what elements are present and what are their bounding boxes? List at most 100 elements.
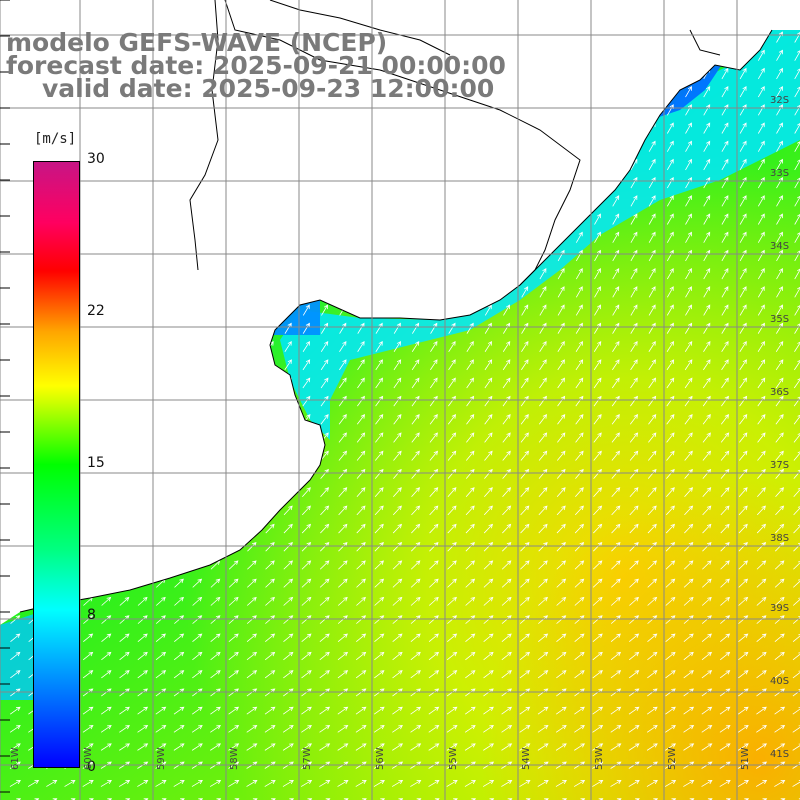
wind-arrow — [593, 450, 602, 461]
wind-arrow — [630, 377, 638, 389]
wind-arrow — [594, 176, 601, 189]
wind-arrow — [484, 322, 492, 334]
wind-arrow — [157, 231, 165, 243]
wind-arrow — [156, 432, 165, 443]
wind-arrow — [702, 414, 711, 425]
wind-arrow — [374, 523, 384, 534]
wind-arrow — [612, 249, 620, 262]
wind-arrow — [11, 432, 20, 443]
wind-arrow — [702, 578, 712, 588]
wind-arrow — [484, 176, 492, 189]
wind-arrow — [283, 651, 294, 661]
wind-arrow — [611, 487, 621, 498]
wind-arrow — [575, 249, 583, 262]
wind-arrow — [283, 596, 294, 606]
wind-arrow — [630, 304, 638, 316]
wind-arrow — [175, 195, 183, 207]
wind-arrow — [648, 31, 656, 43]
wind-arrow — [539, 359, 547, 371]
wind-arrow — [302, 140, 310, 152]
wind-arrow — [557, 85, 565, 98]
wind-arrow — [120, 104, 128, 116]
wind-arrow — [211, 414, 220, 425]
wind-arrow — [283, 487, 293, 498]
wind-arrow — [264, 725, 276, 733]
wind-arrow — [429, 542, 439, 552]
wind-arrow — [757, 450, 766, 461]
wind-arrow — [521, 85, 529, 98]
wind-arrow — [447, 560, 457, 570]
wind-arrow — [702, 432, 711, 443]
wind-arrow — [283, 523, 293, 534]
wind-arrow — [357, 249, 365, 262]
wind-arrow — [739, 359, 747, 371]
wind-arrow — [648, 414, 657, 425]
wind-arrow — [703, 195, 711, 207]
wind-arrow — [721, 231, 729, 243]
wind-arrow — [118, 779, 131, 787]
wind-arrow — [576, 14, 582, 24]
wind-arrow — [157, 340, 165, 352]
wind-arrow — [320, 377, 329, 389]
wind-arrow — [448, 377, 456, 389]
wind-arrow — [248, 286, 256, 298]
wind-arrow — [338, 578, 348, 588]
wind-arrow — [575, 49, 583, 61]
wind-arrow — [248, 231, 256, 243]
wind-arrow — [428, 651, 440, 661]
wind-arrow — [557, 322, 565, 334]
wind-arrow — [321, 140, 328, 152]
wind-arrow — [100, 779, 112, 787]
wind-arrow — [685, 85, 692, 98]
wind-arrow — [556, 468, 566, 479]
wind-arrow — [210, 706, 221, 715]
wind-arrow — [393, 176, 401, 189]
colorbar-tick: 22 — [87, 303, 105, 319]
wind-arrow — [101, 560, 112, 570]
wind-arrow — [793, 450, 800, 461]
wind-arrow — [502, 340, 511, 352]
wind-arrow — [722, 14, 728, 24]
wind-arrow — [265, 505, 275, 516]
wind-arrow — [337, 743, 349, 751]
wind-arrow — [448, 122, 456, 134]
wind-arrow — [701, 596, 712, 606]
wind-arrow — [283, 670, 294, 679]
wind-arrow — [648, 340, 656, 352]
wind-arrow — [319, 651, 330, 661]
wind-arrow — [519, 779, 531, 787]
wind-arrow — [774, 560, 785, 570]
wind-arrow — [338, 523, 348, 534]
wind-arrow — [375, 377, 384, 389]
wind-arrow — [138, 487, 148, 498]
wind-arrow — [282, 743, 294, 751]
wind-arrow — [248, 340, 256, 352]
wind-arrow — [264, 743, 276, 751]
wind-arrow — [574, 560, 585, 570]
wind-arrow — [137, 706, 149, 715]
wind-arrow — [393, 267, 401, 280]
wind-arrow — [246, 670, 258, 679]
wind-arrow — [156, 377, 165, 389]
wind-arrow — [484, 286, 492, 298]
lon-label: 59W — [156, 747, 167, 770]
wind-arrow — [465, 578, 476, 588]
wind-arrow — [575, 176, 583, 189]
wind-arrow — [739, 31, 747, 43]
wind-arrow — [374, 487, 384, 498]
wind-arrow — [630, 49, 638, 61]
wind-arrow — [701, 706, 713, 715]
wind-arrow — [720, 542, 730, 552]
wind-arrow — [412, 213, 419, 225]
wind-arrow — [102, 104, 110, 116]
wind-arrow — [776, 49, 783, 61]
wind-arrow — [612, 122, 620, 134]
wind-arrow — [740, 14, 746, 24]
wind-arrow — [265, 487, 275, 498]
wind-arrow — [501, 578, 512, 588]
wind-arrow — [521, 49, 529, 61]
wind-arrow — [684, 468, 693, 479]
wind-arrow — [119, 743, 131, 751]
wind-arrow — [375, 414, 384, 425]
wind-arrow — [776, 158, 783, 171]
